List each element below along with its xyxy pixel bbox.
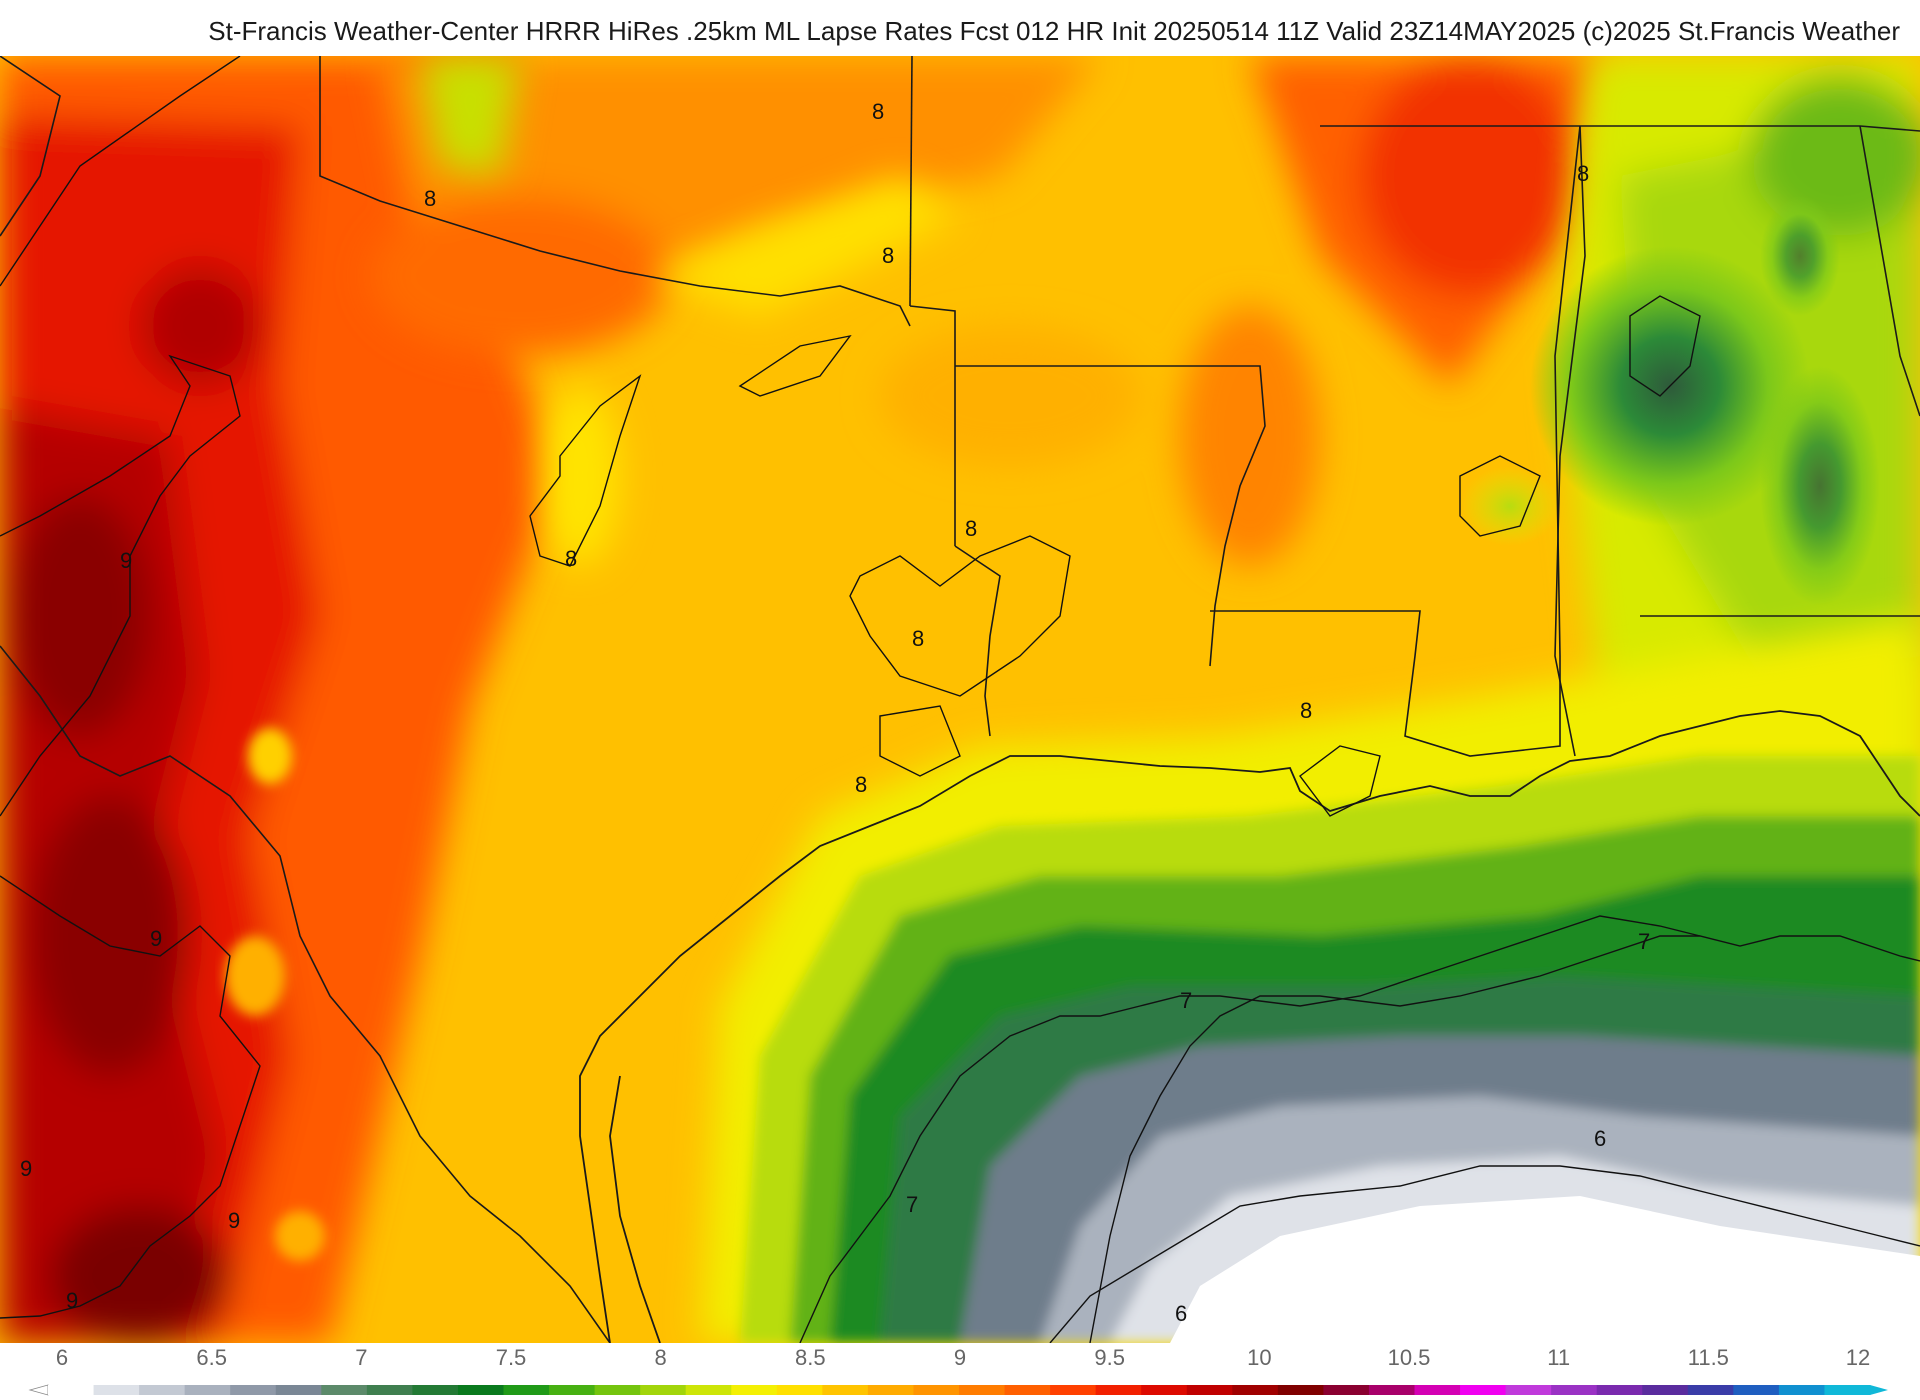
contour-label: 7 <box>906 1192 918 1217</box>
colorbar-swatch <box>1232 1385 1279 1395</box>
colorbar-swatch <box>1323 1385 1370 1395</box>
colorbar-tick-label: 7 <box>355 1345 367 1370</box>
colorbar-tick-label: 7.5 <box>496 1345 527 1370</box>
contour-label: 9 <box>228 1208 240 1233</box>
contour-label: 7 <box>1180 988 1192 1013</box>
contour-lines <box>0 56 1920 1343</box>
colorbar-swatch <box>1414 1385 1461 1395</box>
colorbar-swatch <box>1277 1385 1324 1395</box>
colorbar-swatch <box>230 1385 277 1395</box>
colorbar-swatch <box>93 1385 140 1395</box>
lapse-rate-map: 9 9 9 9 9 8 8 8 8 8 8 8 8 8 7 7 7 6 6 <box>0 56 1920 1343</box>
colorbar-swatch <box>959 1385 1006 1395</box>
colorbar-tick-label: 10 <box>1247 1345 1271 1370</box>
colorbar-swatch <box>1460 1385 1507 1395</box>
colorbar-swatch <box>1186 1385 1233 1395</box>
colorbar-swatch <box>1596 1385 1643 1395</box>
colorbar-swatch <box>321 1385 368 1395</box>
colorbar-swatch <box>549 1385 596 1395</box>
colorbar-swatch <box>48 1385 95 1395</box>
colorbar-swatch <box>1141 1385 1188 1395</box>
contour-label: 9 <box>20 1156 32 1181</box>
contour-label: 8 <box>965 516 977 541</box>
colorbar-tick-label: 8 <box>655 1345 667 1370</box>
colorbar-swatch <box>731 1385 778 1395</box>
colorbar-swatch <box>867 1385 914 1395</box>
colorbar: 6 6.5 7 7.5 8 8.5 9 9.5 10 10.5 11 11.5 12 <box>28 1345 1888 1396</box>
coastline <box>579 710 1920 1343</box>
contour-labels: 9 9 9 9 9 8 8 8 8 8 8 8 8 8 7 7 7 6 6 <box>20 99 1650 1326</box>
contour-label: 9 <box>120 548 132 573</box>
colorbar-swatch <box>1095 1385 1142 1395</box>
colorbar-swatch <box>1551 1385 1598 1395</box>
colorbar-swatch <box>1642 1385 1689 1395</box>
colorbar-swatch <box>1505 1385 1552 1395</box>
colorbar-swatch <box>184 1385 231 1395</box>
contour-label: 9 <box>150 926 162 951</box>
colorbar-swatch <box>822 1385 869 1395</box>
contour-label: 8 <box>855 772 867 797</box>
contour-label: 6 <box>1175 1301 1187 1326</box>
colorbar-tick-label: 6.5 <box>196 1345 227 1370</box>
colorbar-swatch <box>275 1385 322 1395</box>
colorbar-swatch <box>594 1385 641 1395</box>
colorbar-swatches <box>28 1384 1888 1396</box>
contour-label: 7 <box>1638 929 1650 954</box>
state-borders <box>0 56 1920 1343</box>
colorbar-swatch <box>685 1385 732 1395</box>
colorbar-ticks: 6 6.5 7 7.5 8 8.5 9 9.5 10 10.5 11 11.5 12 <box>56 1345 1870 1370</box>
colorbar-tick-label: 6 <box>56 1345 68 1370</box>
colorbar-swatch <box>1004 1385 1051 1395</box>
contour-label: 8 <box>1300 698 1312 723</box>
contour-label: 8 <box>565 546 577 571</box>
colorbar-tick-label: 11.5 <box>1688 1345 1729 1370</box>
colorbar-low-arrow <box>28 1384 49 1396</box>
colorbar-swatch <box>139 1385 186 1395</box>
colorbar-swatch <box>457 1385 504 1395</box>
map-title: St-Francis Weather-Center HRRR HiRes .25… <box>208 16 1900 46</box>
colorbar-swatch <box>1368 1385 1415 1395</box>
colorbar-swatch <box>776 1385 823 1395</box>
colorbar-tick-label: 9.5 <box>1094 1345 1125 1370</box>
colorbar-tick-label: 11 <box>1547 1345 1570 1370</box>
colorbar-tick-label: 10.5 <box>1388 1345 1431 1370</box>
contour-label: 6 <box>1594 1126 1606 1151</box>
colorbar-swatch <box>1824 1385 1871 1395</box>
colorbar-swatch <box>1733 1385 1780 1395</box>
contour-label: 9 <box>66 1288 78 1313</box>
colorbar-tick-label: 9 <box>954 1345 966 1370</box>
colorbar-swatch <box>1687 1385 1734 1395</box>
colorbar-tick-label: 8.5 <box>795 1345 826 1370</box>
colorbar-high-arrow <box>1870 1385 1888 1395</box>
contour-label: 8 <box>882 243 894 268</box>
colorbar-swatch <box>412 1385 459 1395</box>
colorbar-swatch <box>1778 1385 1825 1395</box>
colorbar-swatch <box>913 1385 960 1395</box>
colorbar-swatch <box>366 1385 413 1395</box>
contour-label: 8 <box>1577 161 1589 186</box>
colorbar-tick-label: 12 <box>1846 1345 1870 1370</box>
contour-label: 8 <box>424 186 436 211</box>
colorbar-swatch <box>1050 1385 1097 1395</box>
contour-label: 8 <box>912 626 924 651</box>
contour-label: 8 <box>872 99 884 124</box>
colorbar-swatch <box>640 1385 687 1395</box>
colorbar-swatch <box>503 1385 550 1395</box>
